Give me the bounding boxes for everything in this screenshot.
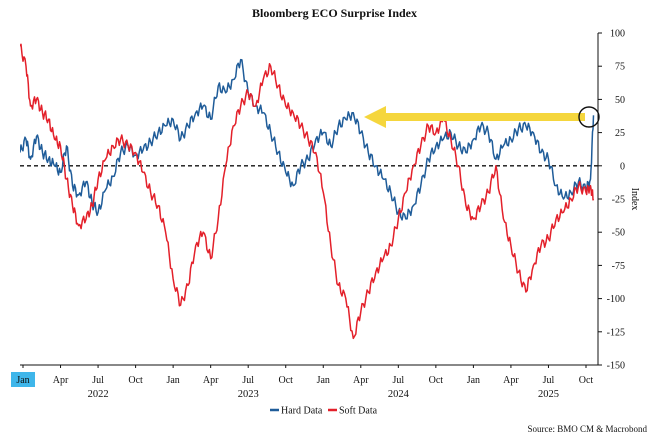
x-tick-label: Apr — [503, 375, 519, 386]
yellow-arrow-annotation — [364, 106, 585, 128]
y-tick-label: -50 — [612, 228, 625, 239]
legend: Hard Data Soft Data — [270, 406, 378, 417]
plot-area — [20, 33, 598, 365]
y-tick-label: 0 — [620, 161, 625, 172]
y-tick-label: -125 — [607, 327, 625, 338]
chart-title: Bloomberg ECO Surprise Index — [251, 6, 417, 20]
circle-annotation — [578, 106, 600, 128]
x-tick-label: Jan — [166, 375, 179, 386]
x-year-label: 2024 — [388, 389, 410, 400]
legend-soft-label: Soft Data — [339, 406, 378, 417]
x-tick-label: Oct — [128, 375, 143, 386]
annotations — [364, 106, 600, 128]
y-tick-label: 100 — [610, 29, 625, 40]
x-tick-highlight — [11, 372, 36, 387]
soft-data-series-line — [20, 43, 595, 340]
series-group — [20, 43, 595, 340]
y-tick-label: -100 — [607, 294, 625, 305]
y-axis-ticks: 100 75 50 25 0 -25 -50 -75 -100 -125 -150 — [598, 29, 625, 372]
x-tick-label: Jan — [467, 375, 480, 386]
x-year-label: 2022 — [88, 389, 109, 400]
x-tick-label: Apr — [203, 375, 219, 386]
x-tick-label: Jan — [16, 375, 29, 386]
x-tick-label: Jul — [392, 375, 404, 386]
y-tick-label: -25 — [612, 195, 625, 206]
x-tick-label: Oct — [279, 375, 294, 386]
x-tick-label: Jan — [317, 375, 330, 386]
x-tick-label: Jul — [92, 375, 104, 386]
y-axis-label: Index — [629, 188, 640, 211]
y-tick-label: 25 — [615, 128, 625, 139]
x-tick-label: Jul — [543, 375, 555, 386]
x-axis-ticks: Jan Apr Jul Oct Jan Apr Jul Oct Jan Apr Jul Oct Jan A… — [11, 365, 593, 400]
y-tick-label: -75 — [612, 261, 625, 272]
source-note: Source: BMO CM & Macrobond — [527, 424, 648, 434]
hard-data-series-line — [20, 58, 595, 221]
x-tick-label: Apr — [353, 375, 369, 386]
y-tick-label: -150 — [607, 361, 625, 372]
x-year-label: 2025 — [538, 389, 559, 400]
y-tick-label: 75 — [615, 62, 625, 73]
y-tick-label: 50 — [615, 95, 625, 106]
x-tick-label: Jul — [242, 375, 254, 386]
x-tick-label: Apr — [53, 375, 69, 386]
legend-hard-label: Hard Data — [281, 406, 323, 417]
x-tick-label: Oct — [429, 375, 444, 386]
x-year-label: 2023 — [238, 389, 259, 400]
x-tick-label: Oct — [579, 375, 594, 386]
